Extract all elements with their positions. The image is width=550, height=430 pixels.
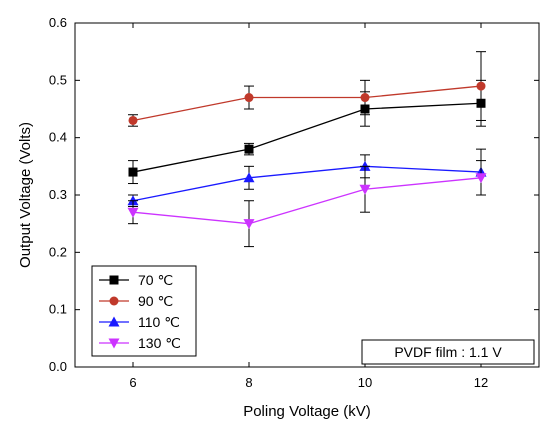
data-point (359, 184, 371, 195)
annotation-text: PVDF film : 1.1 V (394, 344, 502, 360)
series-line (132, 165, 482, 202)
legend-marker (109, 296, 119, 306)
legend-marker (109, 275, 119, 285)
y-tick-label: 0.0 (49, 359, 67, 374)
x-axis-label: Poling Voltage (kV) (243, 403, 371, 420)
data-point (360, 93, 370, 103)
series-line (132, 102, 482, 173)
data-point (475, 173, 487, 184)
legend-label: 110 ℃ (138, 314, 180, 330)
series-0 (128, 79, 486, 185)
data-point (127, 207, 139, 218)
series-layer (127, 51, 487, 248)
series-2 (127, 148, 487, 207)
data-point (244, 93, 254, 103)
y-axis-label: Output Voltage (Volts) (17, 122, 34, 268)
y-tick-label: 0.6 (49, 15, 67, 30)
data-point (244, 144, 254, 154)
data-point (243, 219, 255, 230)
x-tick-label: 12 (474, 375, 488, 390)
series-3 (127, 160, 487, 248)
data-point (243, 172, 255, 183)
annotation-box (361, 339, 535, 365)
y-tick-label: 0.5 (49, 72, 67, 87)
annotation: PVDF film : 1.1 V (361, 339, 535, 365)
legend-box (91, 265, 197, 357)
y-tick-label: 0.4 (49, 130, 67, 145)
data-point (128, 167, 138, 177)
y-tick-label: 0.1 (49, 302, 67, 317)
legend-marker (108, 316, 120, 327)
series-line (132, 177, 482, 225)
x-tick-label: 6 (129, 375, 136, 390)
legend-label: 90 ℃ (138, 293, 173, 309)
series-1 (128, 51, 486, 127)
data-point (128, 115, 138, 125)
legend-label: 130 ℃ (138, 335, 181, 351)
y-tick-label: 0.3 (49, 187, 67, 202)
legend-marker (108, 338, 120, 349)
legend: 70 ℃ 90 ℃ 110 ℃ 130 ℃ (91, 265, 197, 357)
x-tick-label: 10 (358, 375, 372, 390)
series-line (132, 85, 482, 122)
legend-label: 70 ℃ (138, 272, 173, 288)
x-tick-label: 8 (245, 375, 252, 390)
y-tick-label: 0.2 (49, 244, 67, 259)
data-point (476, 81, 486, 91)
axes: 6 8 10 12 0.0 0.1 0.2 0.3 0.4 0.5 0.6 (49, 15, 539, 390)
